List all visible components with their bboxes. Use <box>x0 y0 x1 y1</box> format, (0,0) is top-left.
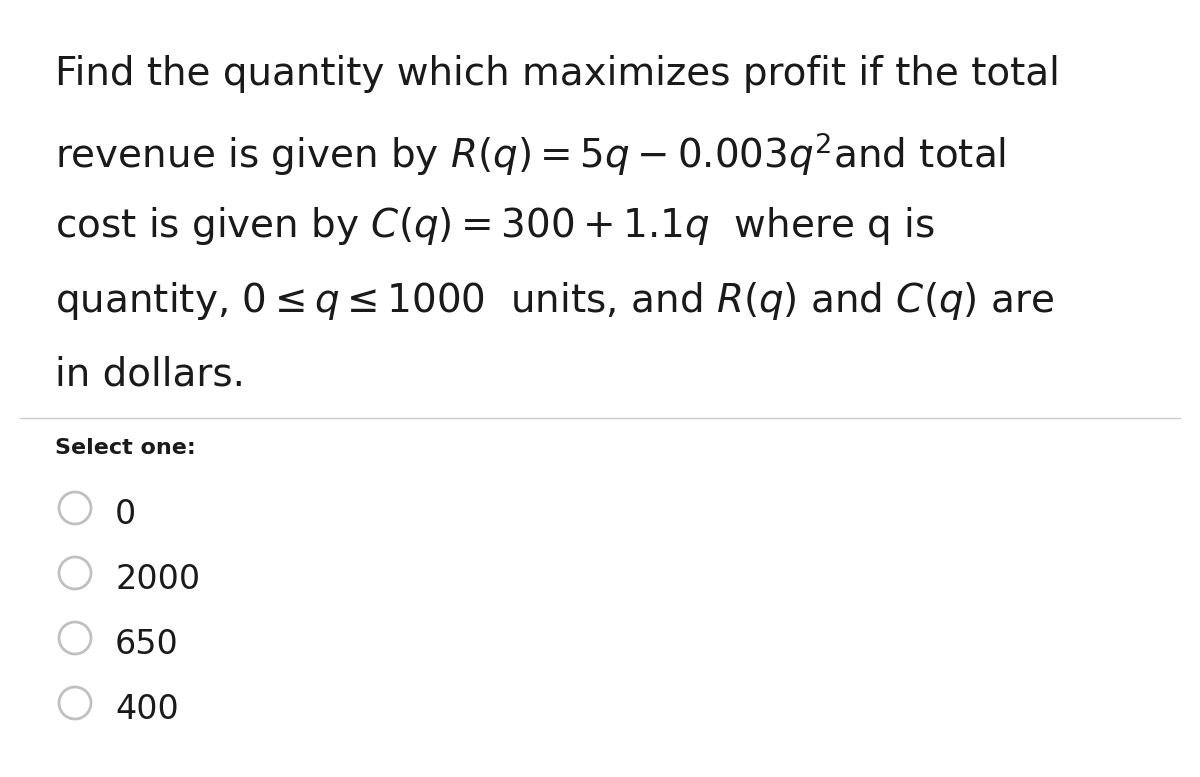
Text: quantity, $0 \leq q \leq 1000$  units, and $R(q)$ and $C(q)$ are: quantity, $0 \leq q \leq 1000$ units, an… <box>55 280 1054 322</box>
Text: 650: 650 <box>115 628 179 661</box>
Text: Select one:: Select one: <box>55 438 196 458</box>
Text: 400: 400 <box>115 693 179 726</box>
Text: 2000: 2000 <box>115 563 200 596</box>
Text: revenue is given by $R(q) = 5q - 0.003q^2$and total: revenue is given by $R(q) = 5q - 0.003q^… <box>55 130 1006 178</box>
Text: 0: 0 <box>115 498 137 531</box>
Text: cost is given by $C(q) = 300 + 1.1q$  where q is: cost is given by $C(q) = 300 + 1.1q$ whe… <box>55 205 935 247</box>
Text: Find the quantity which maximizes profit if the total: Find the quantity which maximizes profit… <box>55 55 1060 93</box>
Text: in dollars.: in dollars. <box>55 355 245 393</box>
